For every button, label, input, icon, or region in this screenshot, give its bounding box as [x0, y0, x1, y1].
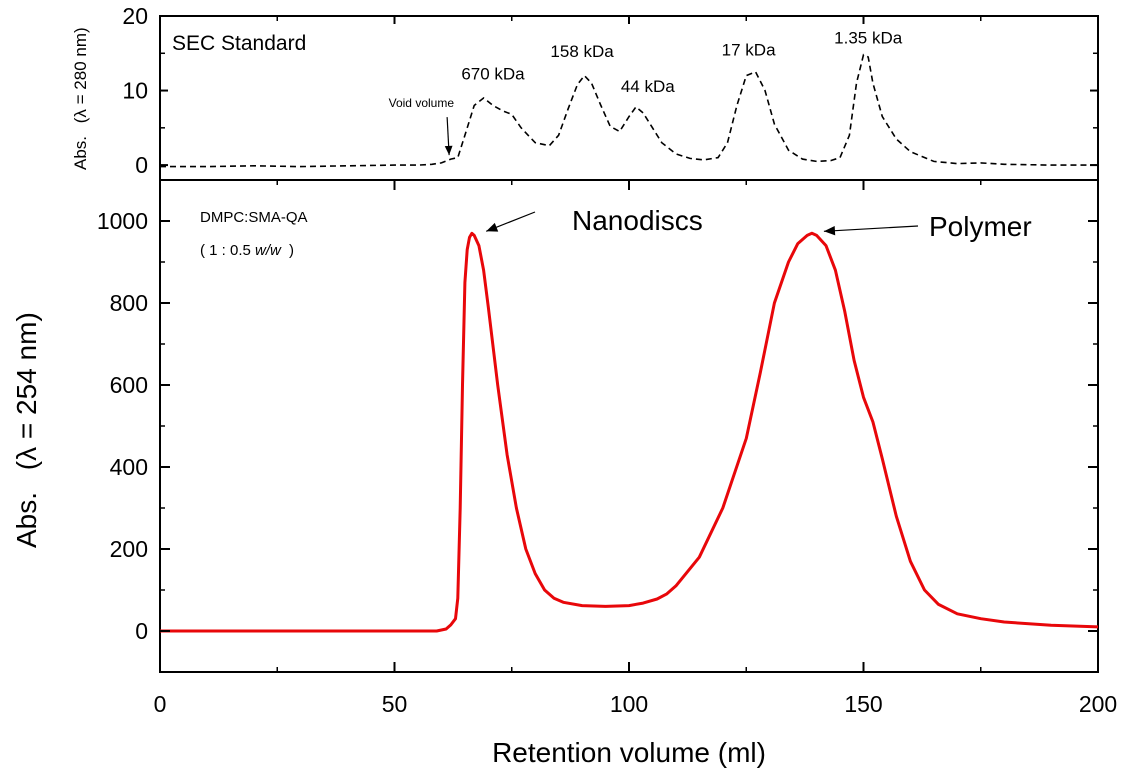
main-panel-ylabel-wavelength: (λ = 254 nm)	[11, 312, 42, 470]
axis-ticks	[159, 15, 1099, 672]
main-y-tick-label: 600	[110, 372, 148, 398]
main-series-line-0	[160, 231, 1099, 633]
main-panel-series	[160, 231, 1099, 633]
x-tick-label: 50	[382, 691, 408, 717]
peak-label-1: 670 kDa	[461, 64, 525, 83]
main-y-tick-label: 1000	[97, 208, 148, 234]
top-series-line-0	[160, 53, 1098, 168]
x-tick-label: 100	[610, 691, 648, 717]
peak-label-4: 17 kDa	[722, 41, 776, 60]
axis-tick-labels: 0 50 100 150 200 0 200 400 600 800 1000 0 10 20	[97, 3, 1117, 717]
x-tick-label: 150	[844, 691, 882, 717]
polymer-arrowhead	[823, 226, 836, 236]
polymer-arrow	[823, 225, 919, 232]
top-y-tick-label: 10	[122, 78, 148, 104]
top-panel-ylabel: Abs. (λ = 280 nm)	[71, 27, 90, 170]
nanodiscs-label: Nanodiscs	[572, 205, 703, 236]
polymer-label: Polymer	[929, 211, 1032, 242]
x-tick-label: 200	[1079, 691, 1117, 717]
x-axis-label: Retention volume (ml)	[492, 737, 766, 768]
top-panel-ylabel-prefix: Abs.	[71, 136, 90, 170]
ratio-label-suffix: )	[289, 242, 294, 259]
main-panel-ylabel: Abs. (λ = 254 nm)	[11, 312, 42, 548]
main-panel-frame	[159, 179, 1099, 673]
void-volume-arrowhead	[444, 145, 453, 156]
top-panel-title: SEC Standard	[172, 32, 306, 55]
main-y-tick-label: 200	[110, 536, 148, 562]
peak-label-5: 1.35 kDa	[834, 29, 903, 48]
top-y-tick-label: 20	[122, 3, 148, 29]
top-panel-ylabel-wavelength: (λ = 280 nm)	[71, 27, 90, 123]
peak-label-2: 158 kDa	[550, 42, 614, 61]
sample-label: DMPC:SMA-QA	[200, 209, 308, 226]
top-y-tick-label: 0	[135, 152, 148, 178]
ratio-label: ( 1 : 0.5 w/w )	[200, 242, 294, 259]
main-y-tick-label: 400	[110, 454, 148, 480]
nanodiscs-arrowhead	[486, 222, 499, 232]
x-tick-label: 0	[154, 691, 167, 717]
main-y-tick-label: 0	[135, 618, 148, 644]
peak-label-3: 44 kDa	[621, 77, 675, 96]
ratio-label-prefix: ( 1 : 0.5	[200, 242, 255, 259]
chart-annotations: Void volume 670 kDa 158 kDa 44 kDa 17 kDa 1.3…	[389, 29, 1032, 242]
main-y-tick-label: 800	[110, 290, 148, 316]
main-panel-ylabel-prefix: Abs.	[11, 492, 42, 548]
ratio-label-unit: w/w	[255, 242, 282, 259]
void-volume-label: Void volume	[389, 96, 455, 110]
top-panel-series	[160, 53, 1098, 168]
